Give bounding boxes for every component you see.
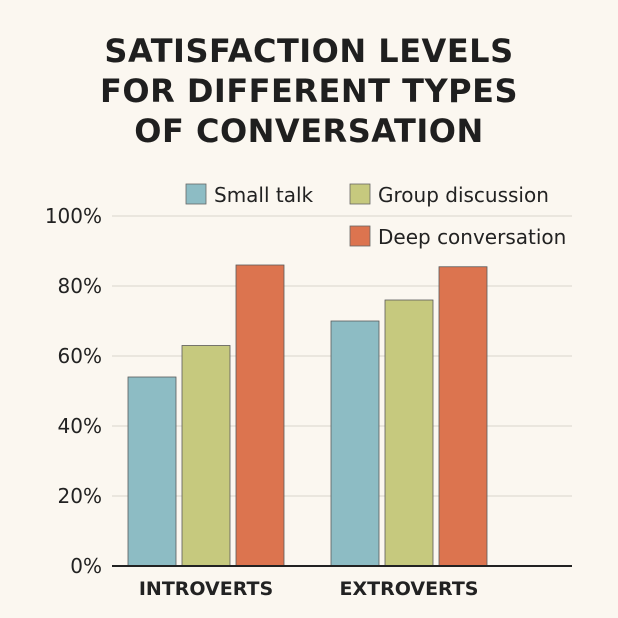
chart-title-line-3: OF CONVERSATION [134,112,483,150]
y-tick-label: 0% [70,554,102,578]
y-axis-ticks: 0% 20% 40% 60% 80% 100% [45,204,102,578]
legend-swatch [185,183,207,205]
category-label: EXTROVERTS [340,578,479,600]
bars [127,264,488,567]
bar-group-discussion-extroverts [384,299,434,567]
y-tick-label: 40% [58,414,102,438]
x-axis-categories: INTROVERTS EXTROVERTS [139,578,479,600]
bar-deep-conversation-extroverts [438,266,488,567]
legend-swatch [349,183,371,205]
legend-swatch [349,225,371,247]
y-tick-label: 60% [58,344,102,368]
chart-title-line-2: FOR DIFFERENT TYPES [100,72,518,110]
bar-small-talk-extroverts [330,320,380,567]
legend-label: Group discussion [378,183,549,207]
bar-small-talk-introverts [127,376,177,567]
bar-deep-conversation-introverts [235,264,285,567]
chart-title-line-1: SATISFACTION LEVELS [104,32,513,70]
chart-title: SATISFACTION LEVELS FOR DIFFERENT TYPES … [100,32,518,150]
y-tick-label: 100% [45,204,102,228]
y-tick-label: 80% [58,274,102,298]
legend: Small talk Group discussion Deep conversat… [185,183,566,249]
legend-label: Small talk [214,183,314,207]
y-tick-label: 20% [58,484,102,508]
bar-group-discussion-introverts [181,345,231,567]
category-label: INTROVERTS [139,578,273,600]
legend-label: Deep conversation [378,225,566,249]
